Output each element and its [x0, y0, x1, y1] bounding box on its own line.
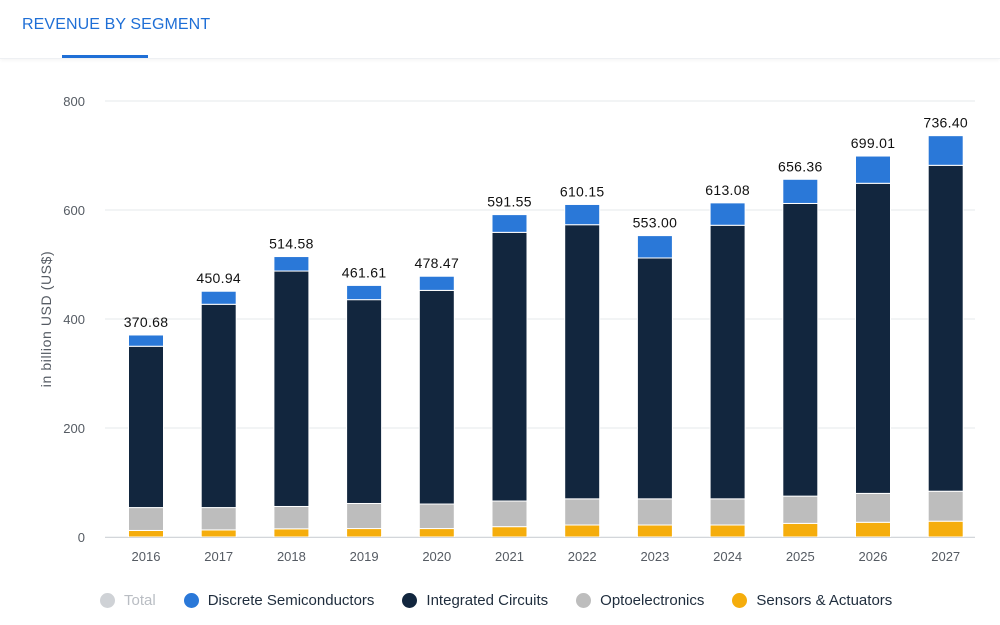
bar-discrete-semiconductors-2025	[782, 178, 819, 204]
total-label: 656.36	[778, 158, 823, 174]
tab-revenue-by-segment[interactable]: REVENUE BY SEGMENT	[22, 16, 211, 33]
legend-item-sensors-actuators[interactable]: Sensors & Actuators	[732, 592, 892, 609]
bar-optoelectronics-2020	[418, 503, 455, 530]
y-tick-label: 200	[63, 421, 85, 436]
bar-integrated-circuits-2026	[855, 182, 891, 494]
bar-discrete-semiconductors-2023	[636, 235, 673, 259]
bar-integrated-circuits-2018	[273, 270, 310, 507]
legend-item-discrete-semiconductors[interactable]: Discrete Semiconductors	[183, 591, 375, 609]
legend-label: Discrete Semiconductors	[207, 591, 375, 609]
y-tick-label: 800	[63, 94, 85, 109]
bar-integrated-circuits-2027	[927, 164, 964, 492]
bar-sensors-actuators-2016	[128, 529, 164, 538]
bar-optoelectronics-2025	[782, 495, 819, 524]
bar-discrete-semiconductors-2018	[273, 256, 310, 272]
y-axis-label: in billion USD (US$)	[38, 251, 54, 387]
x-tick-label: 2027	[931, 549, 960, 564]
legend-swatch	[402, 592, 418, 608]
legend-swatch	[183, 592, 199, 608]
bar-integrated-circuits-2021	[491, 231, 528, 502]
bar-sensors-actuators-2018	[273, 528, 310, 538]
legend-label: Integrated Circuits	[426, 591, 549, 609]
bar-optoelectronics-2022	[564, 498, 601, 526]
legend-label: Sensors & Actuators	[756, 591, 893, 609]
bar-sensors-actuators-2023	[636, 524, 673, 538]
bar-optoelectronics-2019	[346, 502, 383, 530]
x-tick-label: 2025	[786, 549, 815, 564]
x-tick-label: 2016	[132, 549, 161, 564]
bar-sensors-actuators-2022	[564, 524, 601, 538]
bar-sensors-actuators-2027	[927, 520, 964, 538]
bar-discrete-semiconductors-2019	[346, 284, 383, 301]
bar-integrated-circuits-2022	[564, 224, 601, 500]
legend-label: Optoelectronics	[600, 591, 705, 609]
bar-discrete-semiconductors-2016	[128, 334, 164, 347]
bar-discrete-semiconductors-2021	[491, 214, 528, 233]
bar-discrete-semiconductors-2024	[709, 202, 746, 226]
bar-integrated-circuits-2019	[346, 299, 383, 504]
x-tick-label: 2024	[713, 549, 742, 564]
bar-discrete-semiconductors-2017	[200, 290, 237, 305]
x-tick-label: 2019	[350, 549, 379, 564]
total-label: 736.40	[923, 115, 968, 131]
active-tab-indicator	[62, 55, 148, 58]
bar-optoelectronics-2023	[636, 498, 673, 526]
y-tick-label: 0	[78, 530, 85, 545]
bar-sensors-actuators-2025	[782, 522, 819, 538]
total-label: 553.00	[633, 215, 678, 231]
bar-optoelectronics-2027	[927, 490, 964, 522]
legend-item-optoelectronics[interactable]: Optoelectronics	[576, 592, 704, 609]
bar-optoelectronics-2017	[200, 507, 237, 531]
stacked-bar-chart: 0 200 400 600 800 in billion USD (US$) 370.68 2…	[38, 94, 975, 564]
bar-optoelectronics-2018	[273, 505, 310, 530]
x-tick-label: 2017	[204, 549, 233, 564]
total-label: 450.94	[196, 270, 241, 286]
bar-sensors-actuators-2021	[491, 526, 528, 538]
bar-optoelectronics-2021	[491, 500, 528, 528]
total-label: 591.55	[487, 194, 532, 210]
legend-swatch	[732, 592, 748, 608]
bar-sensors-actuators-2017	[200, 529, 237, 538]
legend-label: Total	[124, 591, 156, 609]
header: REVENUE BY SEGMENT	[0, 0, 1000, 59]
total-label: 699.01	[851, 135, 896, 151]
bar-integrated-circuits-2016	[128, 345, 164, 509]
bar-sensors-actuators-2024	[709, 524, 746, 538]
x-tick-label: 2018	[277, 549, 306, 564]
bar-optoelectronics-2024	[709, 498, 746, 526]
bar-integrated-circuits-2023	[636, 257, 673, 500]
legend-swatch	[576, 592, 592, 608]
total-label: 478.47	[414, 255, 459, 271]
x-tick-label: 2026	[859, 549, 888, 564]
x-tick-label: 2021	[495, 549, 524, 564]
bar-discrete-semiconductors-2020	[418, 275, 455, 291]
x-tick-label: 2020	[422, 549, 451, 564]
bar-sensors-actuators-2019	[346, 528, 383, 538]
bar-sensors-actuators-2026	[855, 521, 891, 538]
bar-integrated-circuits-2017	[200, 303, 237, 509]
y-tick-label: 600	[63, 203, 85, 218]
bar-integrated-circuits-2025	[782, 202, 819, 497]
chart-legend: Total Discrete Semiconductors Integrated C…	[100, 588, 920, 612]
y-tick-label: 400	[63, 312, 85, 327]
bar-sensors-actuators-2020	[418, 528, 455, 538]
legend-item-integrated-circuits[interactable]: Integrated Circuits	[402, 592, 548, 609]
legend-swatch	[100, 592, 115, 608]
bar-integrated-circuits-2024	[709, 224, 746, 500]
x-tick-label: 2022	[568, 549, 597, 564]
bar-discrete-semiconductors-2026	[855, 155, 891, 184]
total-label: 461.61	[342, 264, 387, 280]
legend-item-total[interactable]: Total	[100, 592, 156, 609]
bar-optoelectronics-2016	[128, 507, 164, 531]
x-tick-label: 2023	[640, 549, 669, 564]
total-label: 613.08	[705, 182, 750, 198]
bar-optoelectronics-2026	[855, 492, 891, 523]
total-label: 370.68	[124, 314, 169, 330]
total-label: 514.58	[269, 236, 314, 252]
bar-integrated-circuits-2020	[418, 289, 455, 505]
bar-discrete-semiconductors-2022	[564, 203, 601, 226]
bar-discrete-semiconductors-2027	[927, 135, 964, 166]
total-label: 610.15	[560, 183, 605, 199]
